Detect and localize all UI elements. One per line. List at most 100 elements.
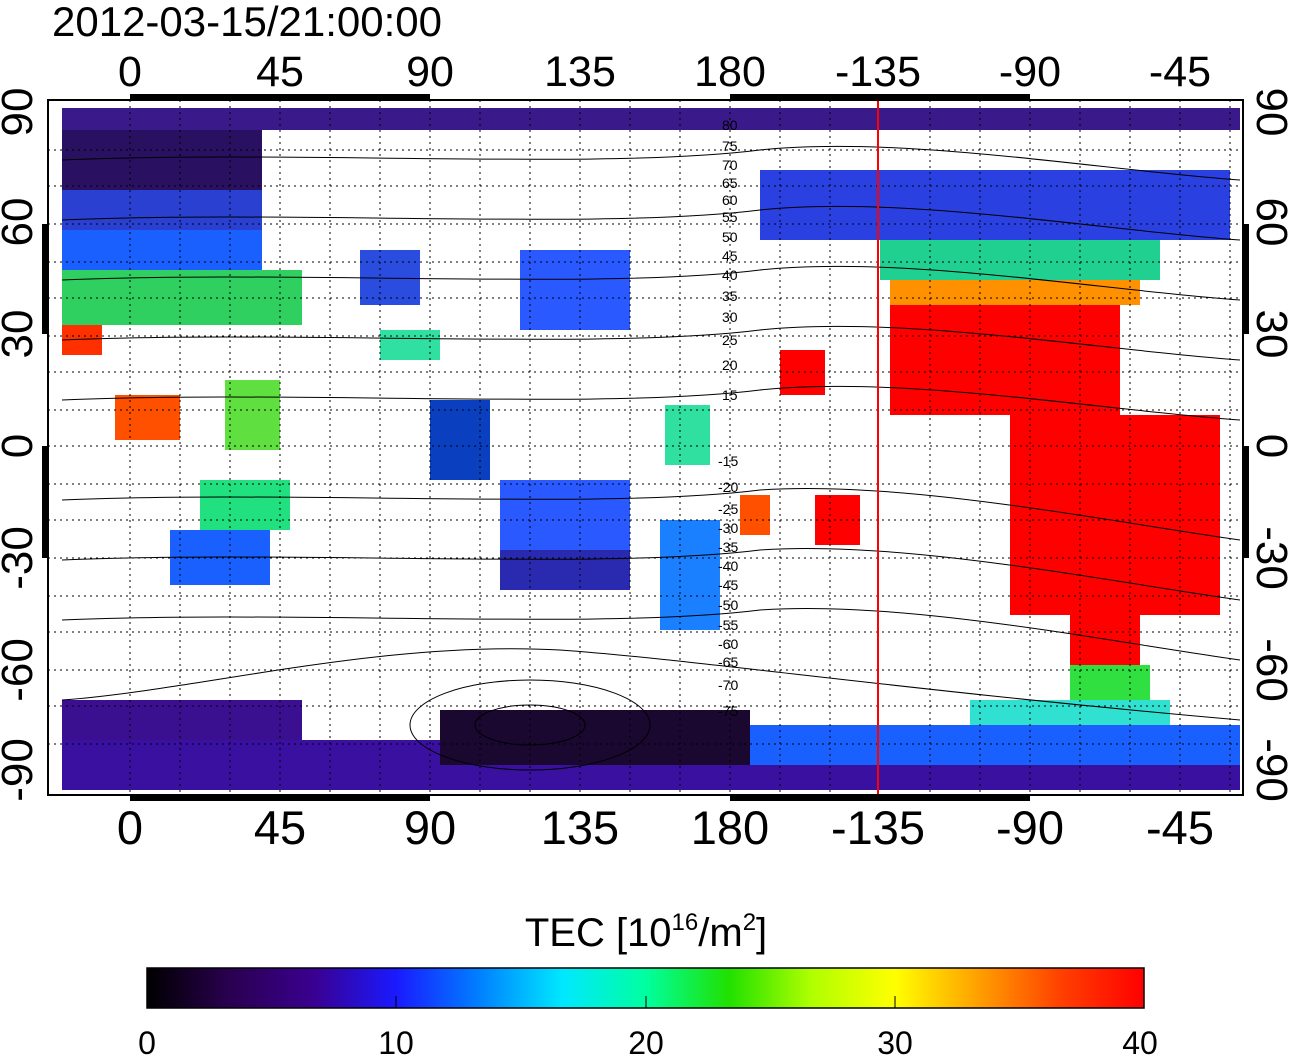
tec-cell (1070, 665, 1150, 705)
tec-cell (62, 190, 262, 230)
tec-cell (880, 240, 1160, 280)
frame-tick-bar (130, 795, 430, 801)
right-lat-label: 0 (1247, 434, 1292, 458)
frame-tick-bar (730, 94, 1030, 100)
colorbar-tick-label: 40 (1122, 1025, 1158, 1057)
tec-cell (890, 280, 1140, 305)
colorbar-tick-label: 10 (378, 1025, 414, 1057)
tec-cell (62, 230, 262, 270)
bottom-lon-label: -45 (1146, 801, 1214, 854)
tec-cell (660, 520, 720, 630)
top-lon-label: -135 (835, 48, 921, 96)
right-latitude-labels: 90 60 30 0 -30 -60 -90 (1247, 88, 1292, 802)
right-lat-label: -60 (1247, 638, 1292, 702)
left-lat-label: -30 (0, 526, 42, 590)
top-lon-label: 90 (406, 48, 454, 96)
contour-label: 50 (722, 229, 738, 245)
top-lon-label: 0 (118, 48, 142, 96)
bottom-lon-label: 90 (404, 801, 456, 854)
contour-label: -40 (718, 558, 738, 574)
left-lat-label: 60 (0, 198, 42, 247)
bottom-lon-label: 180 (691, 801, 769, 854)
contour-label: -25 (718, 501, 738, 517)
contour-label: 65 (722, 175, 738, 191)
left-lat-label: 90 (0, 88, 42, 137)
left-lat-label: 30 (0, 310, 42, 359)
contour-label: -55 (718, 617, 738, 633)
colorbar-tick-labels: 0 10 20 30 40 (138, 1025, 1158, 1057)
top-lon-label: -90 (999, 48, 1061, 96)
tec-cell (440, 710, 750, 765)
frame-tick-bar (730, 795, 1030, 801)
contour-label: -45 (718, 577, 738, 593)
tec-cell (380, 330, 440, 360)
contour-label: 80 (722, 117, 738, 133)
tec-cell (740, 495, 770, 535)
contour-label: 20 (722, 357, 738, 373)
contour-label: 70 (722, 157, 738, 173)
contour-label: 25 (722, 332, 738, 348)
contour-labels-lower: -15 -20 -25 -30 -35 -40 -45 -50 -55 -60 … (718, 453, 738, 719)
right-lat-label: 30 (1247, 310, 1292, 359)
right-lat-label: -30 (1247, 526, 1292, 590)
tec-cell (62, 130, 262, 190)
tec-cell (500, 550, 630, 590)
bottom-lon-label: -135 (831, 801, 925, 854)
contour-label: -60 (718, 636, 738, 652)
frame-tick-bar (42, 224, 48, 334)
tec-cell (500, 480, 630, 550)
frame-tick-bar (130, 94, 430, 100)
contour-label: -75 (718, 703, 738, 719)
bottom-lon-label: 0 (117, 801, 143, 854)
bottom-lon-label: 45 (254, 801, 306, 854)
contour-label: -35 (718, 539, 738, 555)
contour-label: 75 (722, 138, 738, 154)
colorbar-label-sup1: 16 (672, 909, 699, 936)
contour-label: 15 (722, 387, 738, 403)
contour-label: -65 (718, 654, 738, 670)
top-lon-label: 180 (694, 48, 766, 96)
top-longitude-labels: 0 45 90 135 180 -135 -90 -45 (118, 48, 1211, 96)
top-lon-label: 45 (256, 48, 304, 96)
tec-data-layer (62, 108, 1240, 790)
top-lon-label: -45 (1149, 48, 1211, 96)
tec-cell (760, 170, 1230, 240)
contour-label: 55 (722, 209, 738, 225)
right-lat-label: -90 (1247, 738, 1292, 802)
contour-label: -15 (718, 453, 738, 469)
colorbar-tick-label: 0 (138, 1025, 156, 1057)
tec-cell (225, 380, 280, 450)
colorbar-label-mid: /m (698, 911, 742, 955)
tec-cell (520, 250, 630, 330)
tec-cell (1010, 415, 1220, 615)
contour-label: 35 (722, 288, 738, 304)
left-lat-label: -60 (0, 638, 42, 702)
magnetic-contours (61, 145, 1241, 771)
tec-cell (200, 480, 290, 530)
contour-labels-upper: 80 75 70 65 60 55 50 45 40 35 30 25 20 1… (722, 117, 738, 403)
left-lat-label: -90 (0, 738, 42, 802)
frame-tick-bar (42, 446, 48, 558)
lat-lon-grid (48, 100, 1243, 795)
tec-cell (62, 108, 1240, 130)
contour-label: 45 (722, 248, 738, 264)
bottom-lon-label: -90 (996, 801, 1064, 854)
contour-label: -70 (718, 677, 738, 693)
colorbar-label: TEC [1016/m2] (525, 909, 767, 955)
colorbar-ticks (395, 996, 896, 1008)
contour-label: 30 (722, 309, 738, 325)
frame-tick-bar (1243, 224, 1249, 334)
colorbar-tick-label: 20 (628, 1025, 664, 1057)
tec-cell (115, 395, 180, 440)
tec-cell (1070, 615, 1140, 665)
tec-cell (890, 305, 1120, 415)
colorbar-tick-label: 30 (877, 1025, 913, 1057)
right-lat-label: 60 (1247, 198, 1292, 247)
map-title: 2012-03-15/21:00:00 (52, 0, 442, 45)
bottom-longitude-labels: 0 45 90 135 180 -135 -90 -45 (117, 801, 1214, 854)
tec-cell (430, 400, 490, 480)
bottom-lon-label: 135 (541, 801, 619, 854)
contour-label: -50 (718, 597, 738, 613)
colorbar-label-sup2: 2 (743, 909, 756, 936)
top-lon-label: 135 (544, 48, 616, 96)
